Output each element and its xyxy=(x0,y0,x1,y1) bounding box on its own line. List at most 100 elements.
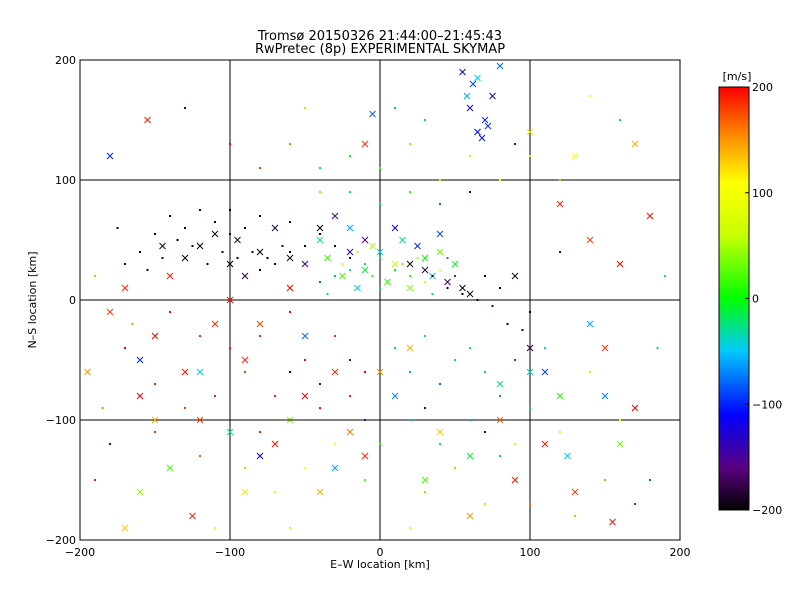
data-point-dot xyxy=(289,371,291,373)
data-point-dot xyxy=(334,275,336,277)
data-point-x xyxy=(631,404,639,412)
data-point-x xyxy=(121,524,129,532)
y-tick-label: 100 xyxy=(55,174,76,187)
data-point-x xyxy=(511,272,519,280)
data-point-x xyxy=(496,380,504,388)
data-point-x xyxy=(451,260,459,268)
data-point-dot xyxy=(469,419,471,421)
data-point-dot xyxy=(364,479,366,481)
data-point-dot xyxy=(139,251,141,253)
data-point-dot xyxy=(214,221,216,223)
data-point-dot xyxy=(206,263,209,265)
data-point-dot xyxy=(274,263,276,265)
data-point-dot xyxy=(154,233,156,235)
data-point-dot xyxy=(259,335,261,337)
data-point-dot xyxy=(356,251,359,253)
data-point-x xyxy=(541,368,549,376)
data-point-dot xyxy=(394,107,396,109)
data-point-dot xyxy=(364,371,366,373)
data-point-x xyxy=(369,110,376,118)
data-point-x xyxy=(301,332,309,340)
data-point-x xyxy=(391,224,399,232)
data-point-x xyxy=(181,368,189,376)
data-point-dot xyxy=(349,359,351,361)
data-point-x xyxy=(609,518,616,526)
data-point-dot xyxy=(469,155,471,157)
data-point-x xyxy=(421,266,429,274)
data-point-dot xyxy=(371,275,374,277)
x-tick-label: 100 xyxy=(520,546,541,559)
data-point-dot xyxy=(229,143,231,145)
data-point-x xyxy=(316,224,324,232)
data-point-x xyxy=(586,320,594,328)
data-point-dot xyxy=(251,251,254,253)
data-point-x xyxy=(571,488,579,496)
data-point-dot xyxy=(334,245,336,247)
data-point-dot xyxy=(439,179,441,181)
data-point-dot xyxy=(304,359,306,361)
data-point-dot xyxy=(634,503,636,505)
data-point-dot xyxy=(154,431,156,433)
data-point-dot xyxy=(101,407,104,409)
data-point-x xyxy=(331,464,339,472)
data-point-x xyxy=(286,284,294,292)
data-point-dot xyxy=(319,233,321,235)
data-point-dot xyxy=(424,407,426,409)
data-point-x xyxy=(436,248,444,256)
data-point-dot xyxy=(491,305,494,307)
x-tick-label: −100 xyxy=(215,546,245,559)
data-point-dot xyxy=(146,269,149,271)
data-point-x xyxy=(414,242,421,250)
data-point-x xyxy=(106,152,114,160)
data-point-dot xyxy=(604,479,606,481)
data-point-dot xyxy=(259,269,261,271)
data-point-dot xyxy=(619,419,621,421)
data-point-dot xyxy=(229,233,231,235)
data-point-dot xyxy=(334,335,336,337)
x-axis-ticks: −200 −100 0 100 200 xyxy=(65,60,691,559)
data-point-x xyxy=(436,428,444,436)
data-point-dot xyxy=(529,155,531,157)
data-point-dot xyxy=(304,245,306,247)
data-point-x xyxy=(151,332,159,340)
data-point-dot xyxy=(424,119,426,121)
data-point-x xyxy=(339,272,346,280)
data-point-dot xyxy=(514,443,516,445)
data-point-dot xyxy=(469,191,471,193)
data-point-x xyxy=(144,116,151,124)
data-point-dot xyxy=(521,329,524,331)
data-point-x xyxy=(196,368,204,376)
data-point-dot xyxy=(394,347,396,349)
data-point-dot xyxy=(349,269,351,271)
data-point-dot xyxy=(244,467,246,469)
data-point-dot xyxy=(461,293,464,295)
y-axis-label: N–S location [km] xyxy=(26,251,39,348)
data-point-x xyxy=(376,368,384,376)
data-point-dot xyxy=(184,107,186,109)
data-point-x xyxy=(376,248,384,256)
data-point-x xyxy=(478,134,486,142)
x-tick-label: −200 xyxy=(65,546,95,559)
data-point-dot xyxy=(409,143,411,145)
data-point-dot xyxy=(349,155,351,157)
data-point-x xyxy=(361,140,369,148)
data-point-dot xyxy=(454,467,456,469)
data-point-x xyxy=(406,344,414,352)
data-point-dot xyxy=(169,311,171,313)
data-point-dot xyxy=(364,263,366,265)
data-point-dot xyxy=(379,443,381,445)
data-point-x xyxy=(526,368,534,376)
data-point-x xyxy=(459,284,466,292)
data-point-x xyxy=(136,356,144,364)
data-point-x xyxy=(271,440,279,448)
data-point-x xyxy=(369,242,376,250)
data-point-x xyxy=(496,416,504,424)
data-point-x xyxy=(331,368,339,376)
y-axis-ticks: −200 −100 0 100 200 xyxy=(46,54,680,547)
data-point-dot xyxy=(304,107,306,109)
data-point-dot xyxy=(214,527,216,529)
data-point-dot xyxy=(424,281,426,283)
data-point-x xyxy=(166,272,174,280)
data-point-dot xyxy=(431,293,434,295)
data-point-x xyxy=(436,230,444,238)
